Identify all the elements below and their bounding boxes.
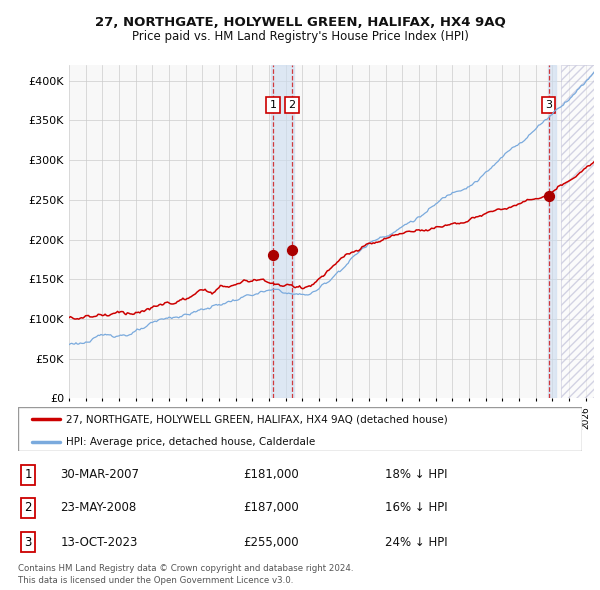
Text: 2: 2 (289, 100, 296, 110)
Point (287, 245, 297, 254)
Text: £181,000: £181,000 (244, 468, 299, 481)
Point (544, 191, 553, 201)
Text: 1: 1 (25, 468, 32, 481)
Bar (560, 65, 594, 398)
Text: 16% ↓ HPI: 16% ↓ HPI (385, 502, 447, 514)
Bar (271, 65, 294, 398)
Text: 27, NORTHGATE, HOLYWELL GREEN, HALIFAX, HX4 9AQ: 27, NORTHGATE, HOLYWELL GREEN, HALIFAX, … (95, 16, 505, 29)
Text: Contains HM Land Registry data © Crown copyright and database right 2024.: Contains HM Land Registry data © Crown c… (18, 563, 353, 572)
Text: HPI: Average price, detached house, Calderdale: HPI: Average price, detached house, Cald… (66, 437, 315, 447)
Text: 2: 2 (25, 502, 32, 514)
Text: Price paid vs. HM Land Registry's House Price Index (HPI): Price paid vs. HM Land Registry's House … (131, 30, 469, 43)
Text: 24% ↓ HPI: 24% ↓ HPI (385, 536, 447, 549)
Point (268, 250, 278, 260)
Text: 23-MAY-2008: 23-MAY-2008 (60, 502, 137, 514)
Text: £187,000: £187,000 (244, 502, 299, 514)
Text: 27, NORTHGATE, HOLYWELL GREEN, HALIFAX, HX4 9AQ (detached house): 27, NORTHGATE, HOLYWELL GREEN, HALIFAX, … (66, 415, 448, 424)
Bar (548, 65, 556, 398)
Text: This data is licensed under the Open Government Licence v3.0.: This data is licensed under the Open Gov… (18, 576, 293, 585)
Text: 3: 3 (545, 100, 552, 110)
Text: 13-OCT-2023: 13-OCT-2023 (60, 536, 137, 549)
Text: 3: 3 (25, 536, 32, 549)
Text: 30-MAR-2007: 30-MAR-2007 (60, 468, 139, 481)
Text: £255,000: £255,000 (244, 536, 299, 549)
Text: 1: 1 (269, 100, 277, 110)
Text: 18% ↓ HPI: 18% ↓ HPI (385, 468, 447, 481)
